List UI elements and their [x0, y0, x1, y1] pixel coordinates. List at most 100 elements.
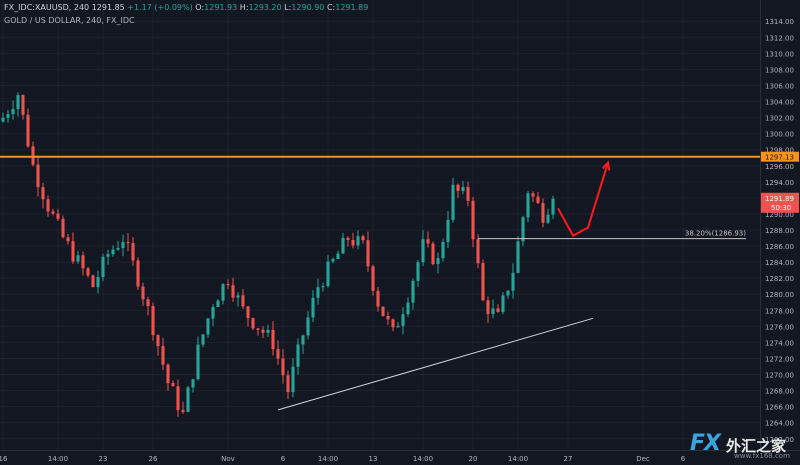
candle-body	[456, 184, 460, 192]
price-tick-label: 1278.00	[765, 307, 794, 315]
candle-body	[351, 239, 355, 246]
candle-body	[96, 277, 100, 288]
candle-body	[271, 329, 275, 350]
candle-body	[276, 349, 280, 359]
low-label: L:	[284, 3, 292, 12]
candle-body	[56, 213, 60, 219]
price-tick-label: 1270.00	[765, 372, 794, 380]
price-tick-label: 1302.00	[765, 115, 794, 123]
price-tick-label: 1314.00	[765, 18, 794, 26]
bar-countdown-text: 50:30	[771, 204, 791, 212]
candle-body	[481, 263, 485, 301]
close-value: 1291.89	[335, 3, 369, 12]
forecast-zigzag[interactable]	[557, 162, 609, 237]
resistance-price-tag	[761, 151, 799, 162]
candle-body	[426, 239, 430, 244]
candle-body	[76, 255, 80, 262]
candle-body	[401, 314, 405, 326]
candle-body	[46, 199, 50, 212]
candle-body	[281, 358, 285, 376]
support-trendline[interactable]	[277, 317, 594, 411]
grid-lines	[0, 0, 760, 450]
time-tick-label: 6	[681, 455, 686, 463]
candle-body	[266, 329, 270, 333]
price-tick-label: 1282.00	[765, 275, 794, 283]
candle-body	[236, 295, 240, 298]
close-label: C:	[326, 3, 336, 12]
candle-body	[176, 386, 180, 411]
candle-body	[491, 308, 495, 314]
price-tick-label: 1280.00	[765, 291, 794, 299]
price-tick-label: 1312.00	[765, 34, 794, 42]
candle-body	[91, 275, 95, 288]
time-tick-label: 16	[0, 455, 8, 463]
price-tick-label: 1262.00	[765, 436, 794, 444]
candle-body	[101, 256, 105, 278]
price-axis[interactable]: 1262.00 1264.00 1266.00 1268.00 1270.00 1272.…	[760, 0, 800, 465]
candle-body	[126, 242, 130, 244]
candle-body	[506, 290, 510, 296]
watermark-chinese: 外汇之家	[726, 437, 787, 455]
candle-body	[106, 254, 110, 257]
candle-body	[136, 260, 140, 287]
candle-body	[516, 241, 520, 273]
candle-body	[146, 299, 150, 307]
price-tick-label: 1284.00	[765, 259, 794, 267]
candle-body	[451, 184, 455, 220]
drawings[interactable]: 38.20%(1286.93)	[0, 155, 760, 411]
symbol-name[interactable]: FX_IDC:XAUUSD, 240	[4, 3, 90, 12]
price-tick-label: 1298.00	[765, 147, 794, 155]
candle-body	[331, 258, 335, 262]
price-tick-label: 1266.00	[765, 404, 794, 412]
time-tick-label: 14:00	[48, 455, 68, 463]
price-tick-label: 1274.00	[765, 339, 794, 347]
candle-body	[216, 300, 220, 308]
candle-body	[471, 200, 475, 240]
open-label: O:	[195, 3, 205, 12]
watermark-url: www.fx168.com	[734, 452, 790, 460]
candle-body	[156, 335, 160, 347]
candle-body	[111, 249, 115, 255]
candle-body	[356, 236, 360, 246]
price-tick-label: 1268.00	[765, 388, 794, 396]
candle-body	[181, 410, 185, 412]
candle-body	[36, 164, 40, 188]
candle-body	[26, 114, 30, 147]
candle-body	[521, 217, 525, 242]
candles	[1, 92, 555, 417]
candle-body	[141, 286, 145, 300]
time-axis[interactable]: 16 14:00 23 26 Nov 6 14:00 13 14:00 20 14:00 27 6 Dec	[0, 450, 800, 464]
time-tick-label: 20	[469, 455, 478, 463]
candle-body	[16, 95, 20, 109]
candle-body	[171, 383, 175, 387]
candle-body	[416, 262, 420, 281]
candle-body	[326, 261, 330, 287]
candle-body	[241, 295, 245, 307]
candle-body	[531, 193, 535, 197]
open-value: 1291.93	[204, 3, 238, 12]
candle-body	[226, 284, 230, 286]
forecast-arrow-head	[601, 160, 611, 171]
candle-body	[186, 387, 190, 412]
fx168-watermark-logo: FX 外汇之家 www.fx168.com	[690, 431, 794, 461]
candle-body	[511, 272, 515, 291]
candle-body	[86, 268, 90, 276]
candle-body	[71, 241, 75, 262]
candle-body	[336, 253, 340, 259]
last-price: 1291.85	[91, 3, 125, 12]
price-tick-label: 1296.00	[765, 163, 794, 171]
candle-body	[6, 114, 10, 118]
candle-body	[371, 266, 375, 291]
price-axis-background	[760, 0, 800, 465]
candle-body	[441, 241, 445, 259]
high-label: H:	[239, 3, 249, 12]
candle-body	[246, 306, 250, 319]
candle-body	[361, 236, 365, 241]
price-change: +1.17 (+0.09%)	[127, 3, 193, 12]
high-value: 1293.20	[248, 3, 282, 12]
fib-level-label: 38.20%(1286.93)	[685, 230, 746, 238]
candle-body	[66, 237, 70, 242]
candle-body	[541, 203, 545, 223]
price-tick-label: 1294.00	[765, 179, 794, 187]
